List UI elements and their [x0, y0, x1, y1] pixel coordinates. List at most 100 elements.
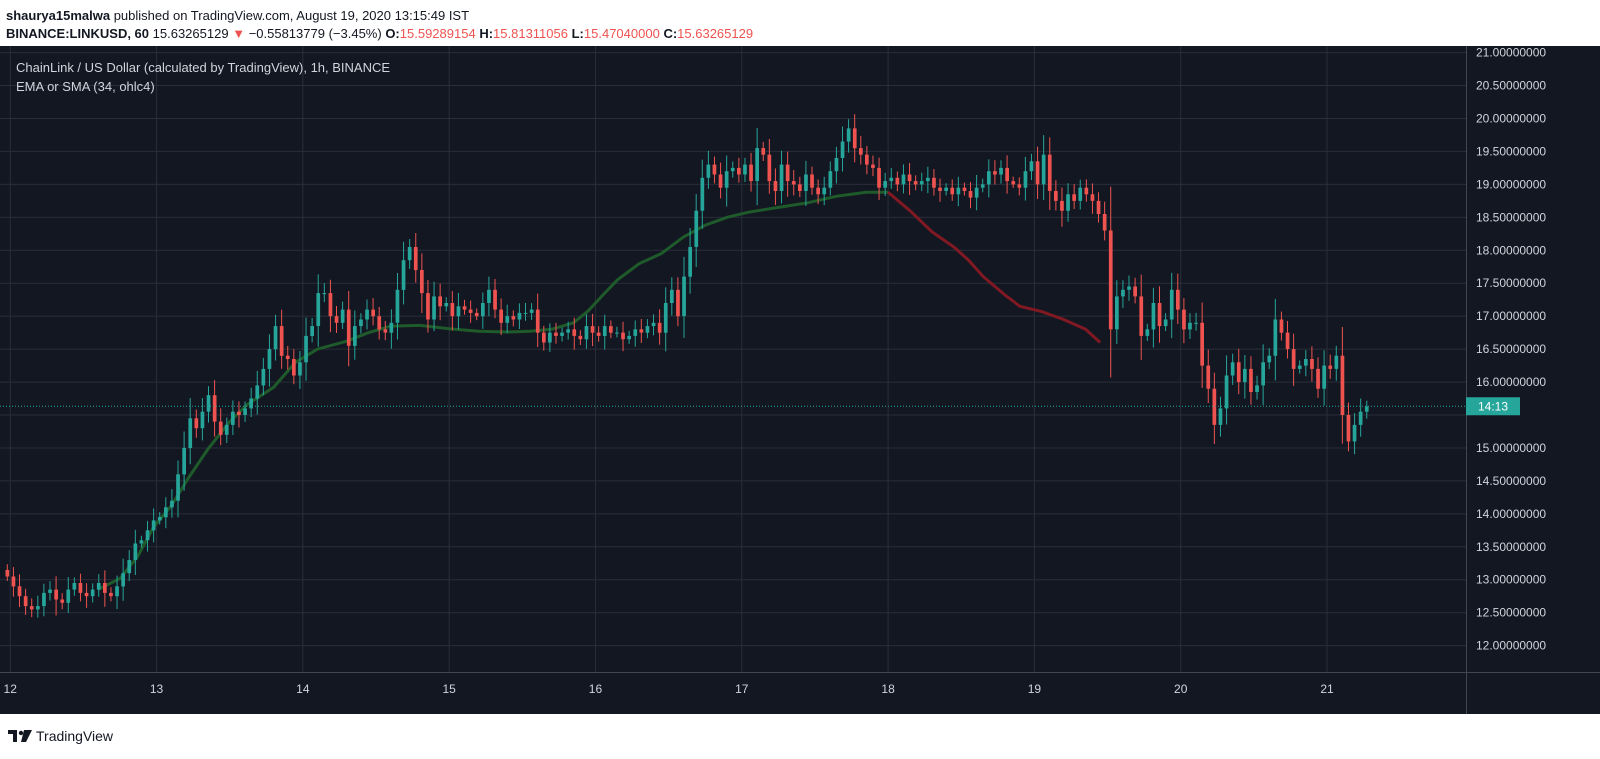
candle-body-164 [1005, 167, 1009, 182]
candle-body-162 [993, 171, 997, 175]
y-tick-label-13: 18.50000000 [1476, 210, 1546, 224]
x-tick-label-0: 12 [4, 682, 18, 696]
candle-body-194 [1188, 322, 1192, 330]
candle-body-42 [261, 368, 266, 386]
close-label: C: [663, 26, 678, 41]
candle-body-146 [895, 177, 900, 185]
candle-body-163 [999, 167, 1003, 175]
candle-body-138 [846, 128, 851, 142]
candle-body-38 [237, 411, 241, 415]
candle-body-141 [865, 154, 869, 165]
author-name[interactable]: shaurya15malwa [6, 8, 111, 23]
candle-body-12 [78, 583, 83, 593]
x-tick-label-7: 19 [1028, 682, 1042, 696]
candle-body-120 [737, 167, 741, 175]
candle-body-189 [1157, 303, 1162, 327]
candle-body-86 [529, 309, 534, 313]
candle-body-110 [676, 289, 680, 317]
tradingview-brand[interactable]: TradingView [36, 728, 114, 744]
candle-body-98 [602, 326, 607, 336]
candle-body-223 [1364, 406, 1369, 412]
moving-average-line [97, 190, 1102, 591]
candle-body-193 [1182, 309, 1186, 330]
candle-body-169 [1035, 161, 1040, 185]
candle-body-28 [176, 474, 180, 501]
price-chart[interactable]: 14:13 12.0000000012.5000000013.000000001… [0, 46, 1600, 714]
candle-body-96 [590, 326, 595, 333]
candle-body-23 [145, 530, 150, 541]
candle-body-61 [377, 316, 382, 330]
candle-body-29 [182, 448, 186, 475]
candle-body-181 [1108, 230, 1113, 330]
candle-body-7 [48, 589, 52, 593]
x-tick-label-4: 16 [589, 682, 603, 696]
y-tick-label-12: 18.00000000 [1476, 243, 1546, 257]
candle-body-106 [651, 322, 656, 327]
candle-body-192 [1176, 289, 1180, 310]
candle-body-155 [950, 187, 955, 195]
candle-body-74 [456, 306, 461, 317]
candle-body-85 [523, 312, 528, 314]
symbol-info: BINANCE:LINKUSD, 60 15.63265129 ▼ −0.558… [6, 26, 753, 41]
candle-body-81 [499, 309, 503, 323]
candle-body-196 [1200, 322, 1204, 366]
current-price-tag [1466, 397, 1520, 416]
tradingview-logo-icon[interactable] [8, 728, 34, 744]
candle-body-17 [109, 592, 113, 597]
candle-body-179 [1096, 200, 1101, 215]
candle-body-47 [292, 359, 296, 376]
candle-body-116 [712, 164, 717, 175]
candle-body-175 [1072, 194, 1076, 201]
candle-body-59 [365, 309, 369, 320]
candle-body-58 [359, 319, 363, 327]
candle-body-159 [974, 187, 979, 198]
close-value: 15.63265129 [677, 26, 754, 41]
candle-body-209 [1279, 319, 1284, 333]
candle-body-182 [1115, 296, 1119, 330]
candle-body-188 [1151, 303, 1156, 330]
publish-text: published on TradingView.com, August 19,… [113, 8, 470, 23]
candle-body-216 [1322, 365, 1326, 389]
x-tick-label-1: 13 [150, 682, 164, 696]
candle-body-60 [371, 309, 375, 317]
candlestick-series [5, 114, 1369, 618]
candle-body-212 [1297, 365, 1302, 369]
candle-body-16 [103, 583, 107, 593]
candle-body-153 [938, 187, 942, 191]
candle-body-211 [1291, 349, 1296, 369]
candle-body-30 [188, 418, 193, 448]
candle-body-93 [572, 329, 577, 336]
candle-body-78 [481, 303, 485, 317]
chart-area[interactable]: 14:13 12.00000000 12.50000000 13.00000000 1… [0, 46, 1600, 714]
candle-body-55 [340, 309, 345, 323]
candle-body-91 [560, 332, 564, 336]
candle-body-213 [1304, 359, 1308, 366]
candle-body-215 [1316, 368, 1320, 389]
open-value: 15.59289154 [399, 26, 476, 41]
candle-body-94 [578, 335, 583, 340]
y-tick-label-2: 13.00000000 [1476, 573, 1546, 587]
candle-body-49 [304, 335, 308, 363]
time-axis[interactable]: 12 13 14 15 16 17 18 19 20 21 [4, 682, 1334, 696]
candle-body-190 [1163, 319, 1168, 327]
candle-body-26 [164, 507, 168, 518]
candle-body-218 [1334, 355, 1339, 369]
candle-body-53 [328, 293, 333, 317]
candle-body-37 [231, 411, 235, 425]
candle-body-220 [1346, 415, 1351, 442]
candle-body-100 [615, 332, 619, 334]
candle-body-33 [206, 395, 211, 412]
candle-body-135 [828, 171, 833, 188]
candle-body-187 [1145, 329, 1150, 336]
low-value: 15.47040000 [583, 26, 660, 41]
price-axis[interactable]: 12.00000000 12.50000000 13.00000000 13.5000… [1476, 46, 1546, 653]
candle-body-84 [517, 312, 522, 320]
ma-segment-rising [97, 190, 889, 591]
candle-body-54 [334, 316, 339, 323]
candle-body-56 [346, 309, 351, 346]
candle-body-1 [11, 576, 16, 587]
y-tick-label-8: 16.00000000 [1476, 375, 1546, 389]
candle-body-139 [852, 128, 857, 149]
x-tick-label-9: 21 [1320, 682, 1334, 696]
candle-body-125 [767, 154, 772, 182]
